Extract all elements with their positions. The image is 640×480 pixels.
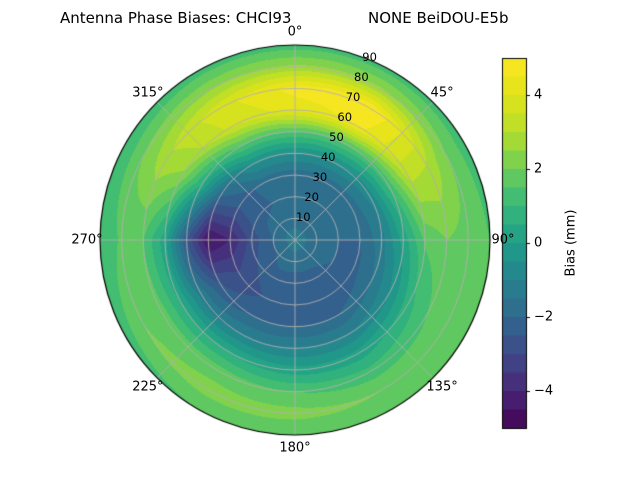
- plot-title-suffix: NONE BeiDOU-E5b: [368, 9, 509, 27]
- plot-title: Antenna Phase Biases: CHCI93: [60, 9, 292, 27]
